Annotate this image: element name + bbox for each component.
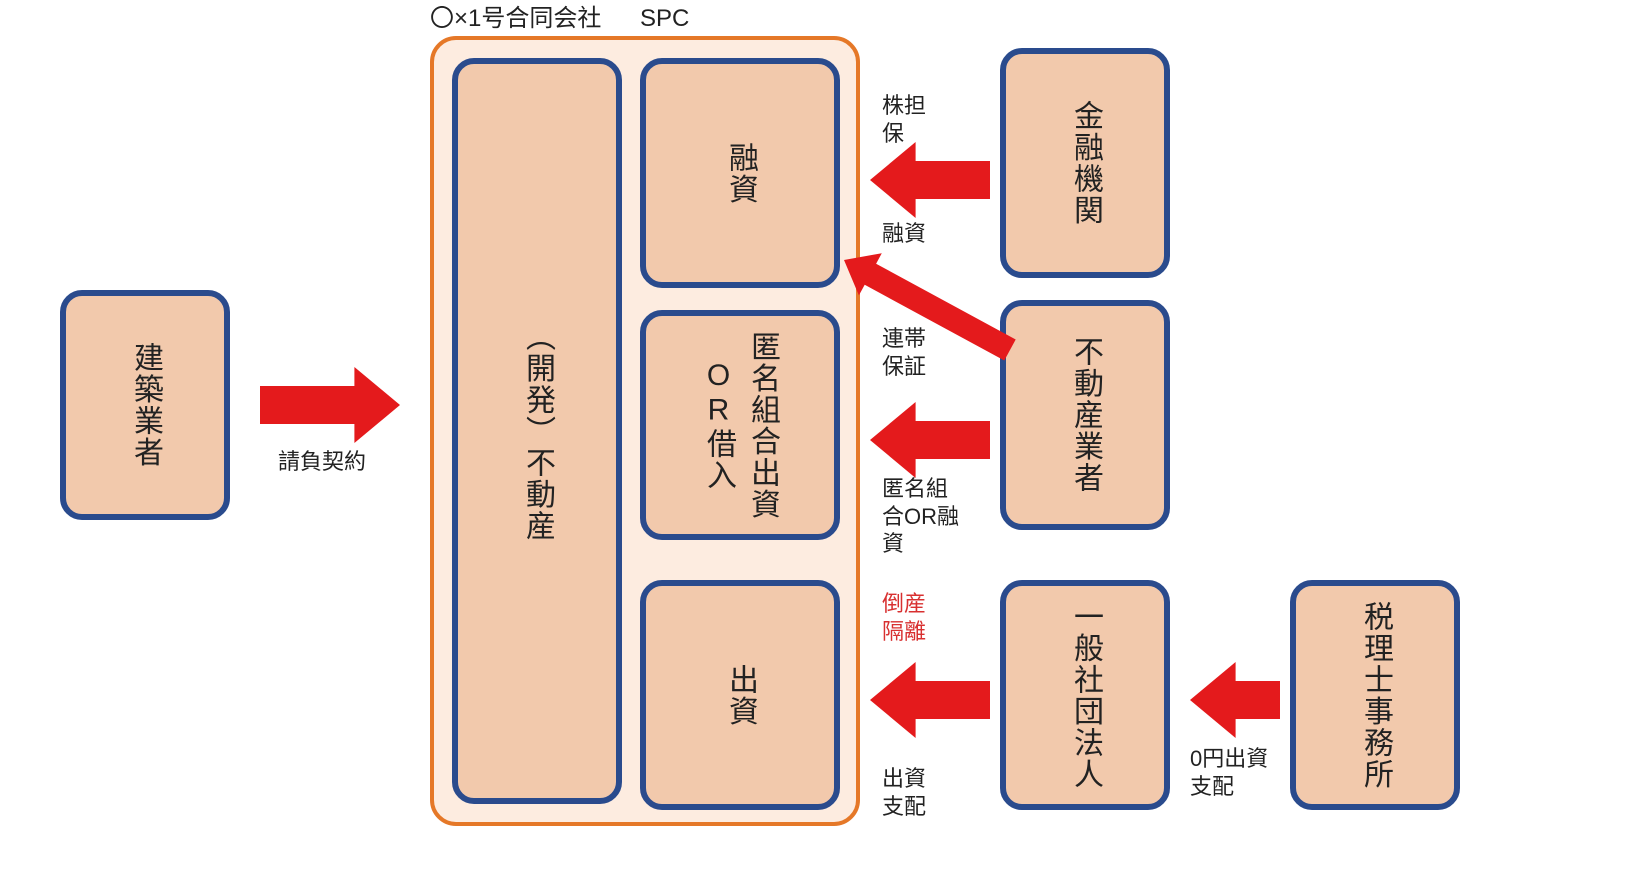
arrow-dev-to-finance [844,253,1016,360]
arrow-dev-to-tk [870,402,990,478]
label-shusshi: 出資 支配 [882,765,926,820]
node-tk: 匿名組合出資OR借入 [640,310,840,540]
arrow-builder-to-spc [260,367,400,443]
node-ippanshadan-label: 一般社団法人 [1063,601,1107,790]
label-kabutanpo: 株担 保 [882,92,926,147]
node-realestate-label: （開発）不動産 [515,321,559,542]
node-realestate: （開発）不動産 [452,58,622,804]
arrow-tax-to-ippan [1190,662,1280,738]
label-tousan: 倒産 隔離 [882,590,926,645]
node-tk-label: 匿名組合出資OR借入 [696,316,784,534]
label-tk-or-yushi: 匿名組 合OR融 資 [882,475,959,558]
node-equity-label: 出資 [718,664,762,727]
node-developer: 不動産業者 [1000,300,1170,530]
label-zero-shusshi: 0円出資 支配 [1190,745,1268,800]
node-developer-label: 不動産業者 [1063,336,1107,494]
node-ippanshadan: 一般社団法人 [1000,580,1170,810]
node-finance-label: 融資 [718,142,762,205]
node-builder-label: 建築業者 [123,342,167,468]
node-builder: 建築業者 [60,290,230,520]
spc-tag-label: SPC [640,4,689,34]
label-yushi: 融資 [882,220,926,248]
arrow-ippan-to-equity [870,662,990,738]
node-equity: 出資 [640,580,840,810]
spc-name-label: 〇×1号合同会社 [430,4,601,34]
node-bank: 金融機関 [1000,48,1170,278]
node-taxoffice-label: 税理士事務所 [1353,601,1397,790]
arrow-bank-to-finance [870,142,990,218]
node-bank-label: 金融機関 [1063,100,1107,226]
label-contract: 請負契約 [278,448,366,476]
node-taxoffice: 税理士事務所 [1290,580,1460,810]
node-finance: 融資 [640,58,840,288]
label-rentaihosho: 連帯 保証 [882,325,926,380]
